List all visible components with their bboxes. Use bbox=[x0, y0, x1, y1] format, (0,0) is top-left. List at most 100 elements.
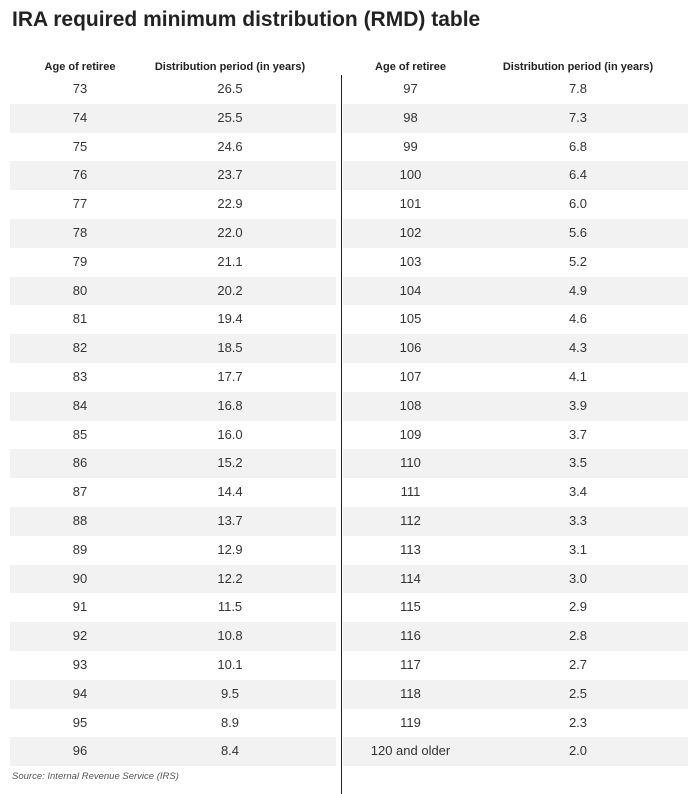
table-cell: 2.3 bbox=[568, 714, 588, 730]
column-header: Distribution period (in years) bbox=[502, 61, 654, 73]
table-cell: 3.5 bbox=[568, 455, 588, 471]
table-row: 76 23.7 bbox=[10, 161, 336, 191]
table-row: 75 24.6 bbox=[10, 133, 336, 162]
table-row: 117 2.7 bbox=[343, 651, 688, 680]
column-header: Age of retiree bbox=[375, 61, 446, 73]
table-cell: 80 bbox=[72, 282, 88, 298]
table-row: 97 7.8 bbox=[343, 75, 688, 104]
table-cell: 10.8 bbox=[217, 628, 243, 644]
table-cell: 4.6 bbox=[568, 311, 588, 327]
table-cell: 90 bbox=[72, 570, 88, 586]
table-row: 78 22.0 bbox=[10, 219, 336, 248]
table-cell: 9.5 bbox=[220, 685, 240, 701]
table-cell: 3.4 bbox=[568, 484, 588, 500]
table-cell: 19.4 bbox=[217, 311, 243, 327]
table-row: 109 3.7 bbox=[343, 421, 688, 450]
table-cell: 21.1 bbox=[217, 253, 243, 269]
table-cell: 2.0 bbox=[568, 743, 588, 759]
table-row: 77 22.9 bbox=[10, 190, 336, 219]
table-cell: 16.0 bbox=[217, 426, 243, 442]
table-cell: 6.8 bbox=[568, 138, 588, 154]
table-cell: 26.5 bbox=[217, 81, 243, 96]
table-cell: 3.3 bbox=[568, 513, 588, 528]
table-row: 98 7.3 bbox=[343, 103, 688, 133]
table-cell: 2.8 bbox=[568, 628, 588, 644]
table-row: 110 3.5 bbox=[343, 449, 688, 479]
table-cell: 7.3 bbox=[568, 109, 588, 125]
table-cell: 112 bbox=[400, 513, 421, 528]
table-cell: 15.2 bbox=[217, 455, 243, 471]
table-row: 95 8.9 bbox=[10, 709, 336, 738]
table-cell: 20.2 bbox=[217, 282, 243, 298]
table-row: 106 4.3 bbox=[343, 334, 688, 363]
table-row: 81 19.4 bbox=[10, 305, 336, 334]
table-cell: 13.7 bbox=[217, 513, 243, 528]
source-note: Source: Internal Revenue Service (IRS) bbox=[12, 771, 179, 782]
table-cell: 75 bbox=[72, 138, 88, 154]
table-cell: 3.0 bbox=[568, 570, 588, 586]
table-cell: 5.6 bbox=[568, 225, 588, 240]
table-row: 90 12.2 bbox=[10, 564, 336, 594]
table-cell: 82 bbox=[72, 340, 88, 356]
table-cell: 98 bbox=[403, 109, 418, 125]
table-row: 87 14.4 bbox=[10, 478, 336, 507]
table-cell: 103 bbox=[399, 253, 422, 269]
table-cell: 84 bbox=[72, 397, 88, 413]
table-cell: 114 bbox=[400, 570, 421, 586]
table-row: 105 4.6 bbox=[343, 305, 688, 334]
table-cell: 12.9 bbox=[217, 541, 243, 557]
table-row: 107 4.1 bbox=[343, 363, 688, 392]
table-cell: 22.0 bbox=[217, 225, 243, 240]
table-cell: 100 bbox=[399, 167, 422, 183]
table-row: 101 6.0 bbox=[343, 190, 688, 219]
table-row: 73 26.5 bbox=[10, 75, 336, 104]
table-cell: 11.5 bbox=[217, 599, 243, 615]
table-row: 84 16.8 bbox=[10, 391, 336, 421]
table-row: 79 21.1 bbox=[10, 248, 336, 277]
table-cell: 87 bbox=[72, 484, 88, 500]
table-cell: 7.8 bbox=[568, 81, 588, 96]
table-row: 83 17.7 bbox=[10, 363, 336, 392]
table-cell: 88 bbox=[72, 513, 88, 528]
table-row: 120 and older 2.0 bbox=[343, 737, 688, 767]
table-row: 91 11.5 bbox=[10, 593, 336, 622]
table-cell: 12.2 bbox=[217, 570, 243, 586]
table-cell: 120 and older bbox=[370, 743, 451, 759]
table-row: 115 2.9 bbox=[343, 593, 688, 622]
table-row: 92 10.8 bbox=[10, 622, 336, 651]
table-cell: 17.7 bbox=[217, 369, 243, 384]
table-cell: 4.9 bbox=[568, 282, 588, 298]
table-cell: 3.1 bbox=[568, 541, 588, 557]
table-row: 74 25.5 bbox=[10, 103, 336, 133]
table-row: 103 5.2 bbox=[343, 248, 688, 277]
table-cell: 8.9 bbox=[220, 714, 240, 730]
table: Age of retiree Distribution period (in ye… bbox=[343, 58, 688, 778]
table-cell: 3.9 bbox=[568, 397, 588, 413]
table-row: 119 2.3 bbox=[343, 709, 688, 738]
table-cell: 24.6 bbox=[217, 138, 243, 154]
title: IRA required minimum distribution (RMD) … bbox=[12, 8, 481, 31]
table-row: 118 2.5 bbox=[343, 679, 688, 709]
table-cell: 6.4 bbox=[568, 167, 588, 183]
table-cell: 86 bbox=[72, 455, 88, 471]
table-row: 96 8.4 bbox=[10, 737, 336, 767]
table-row: 116 2.8 bbox=[343, 622, 688, 651]
table-cell: 2.5 bbox=[568, 685, 588, 701]
table-cell: 109 bbox=[399, 426, 422, 442]
table-cell: 2.7 bbox=[568, 657, 588, 672]
table-cell: 18.5 bbox=[217, 340, 243, 356]
table-cell: 117 bbox=[400, 657, 421, 672]
column-divider bbox=[341, 75, 342, 794]
table-cell: 105 bbox=[399, 311, 422, 327]
table-cell: 96 bbox=[72, 743, 88, 759]
table-cell: 102 bbox=[399, 225, 422, 240]
table-cell: 77 bbox=[72, 196, 88, 212]
column-header: Distribution period (in years) bbox=[154, 61, 306, 73]
table-row: 99 6.8 bbox=[343, 133, 688, 162]
table-cell: 113 bbox=[400, 541, 421, 557]
table-cell: 6.0 bbox=[568, 196, 588, 212]
table-row: 100 6.4 bbox=[343, 161, 688, 191]
table-cell: 4.3 bbox=[568, 340, 588, 356]
table-cell: 110 bbox=[400, 455, 421, 471]
table-cell: 104 bbox=[399, 282, 422, 298]
